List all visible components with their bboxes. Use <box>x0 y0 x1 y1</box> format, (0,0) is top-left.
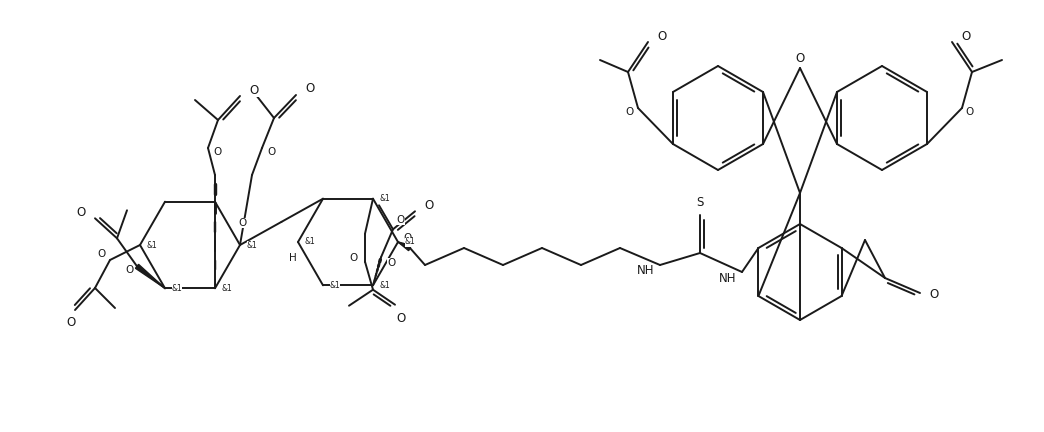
Polygon shape <box>136 264 165 288</box>
Text: O: O <box>214 147 222 157</box>
Text: O: O <box>424 199 433 212</box>
Text: O: O <box>796 51 805 64</box>
Text: O: O <box>125 265 134 275</box>
Text: O: O <box>625 107 634 117</box>
Text: &1: &1 <box>330 281 340 290</box>
Text: O: O <box>306 83 314 95</box>
Text: &1: &1 <box>146 241 158 250</box>
Text: O: O <box>387 258 395 268</box>
Text: &1: &1 <box>305 238 315 247</box>
Text: &1: &1 <box>246 241 258 250</box>
Text: &1: &1 <box>380 281 390 290</box>
Text: &1: &1 <box>380 194 390 203</box>
Text: S: S <box>696 197 704 210</box>
Text: NH: NH <box>719 271 737 285</box>
Text: O: O <box>250 83 259 96</box>
Text: O: O <box>349 253 357 263</box>
Text: O: O <box>962 29 971 42</box>
Text: O: O <box>238 218 246 229</box>
Text: &1: &1 <box>221 284 233 293</box>
Text: &1: &1 <box>405 238 416 247</box>
Text: O: O <box>268 147 276 157</box>
Polygon shape <box>398 242 411 251</box>
Text: O: O <box>404 233 412 243</box>
Text: O: O <box>76 206 86 219</box>
Text: O: O <box>966 107 974 117</box>
Text: O: O <box>929 289 939 302</box>
Text: O: O <box>397 215 405 226</box>
Text: O: O <box>67 315 75 328</box>
Text: O: O <box>98 249 106 259</box>
Text: O: O <box>397 312 406 325</box>
Text: NH: NH <box>637 264 655 277</box>
Text: &1: &1 <box>171 284 183 293</box>
Text: O: O <box>658 29 667 42</box>
Text: H: H <box>289 253 296 263</box>
